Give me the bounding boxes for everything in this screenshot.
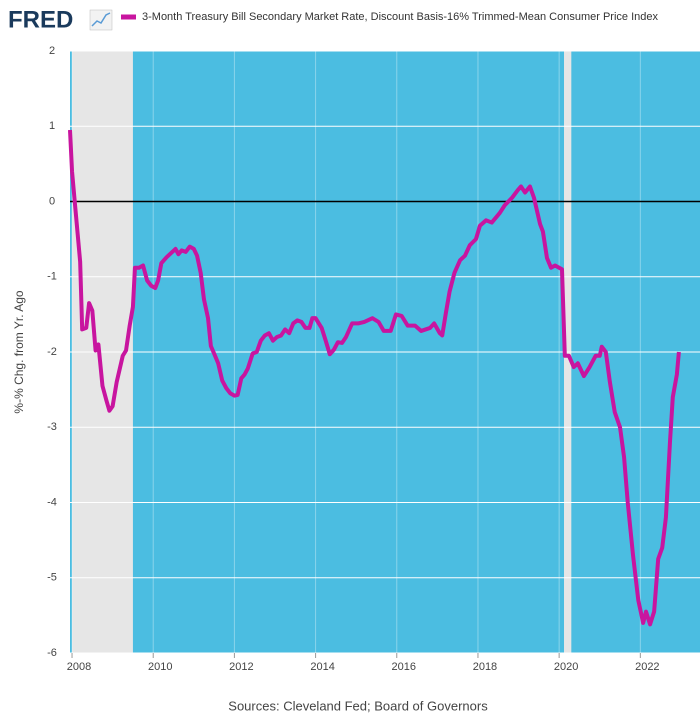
y-tick-label: -3: [47, 421, 57, 433]
y-tick-label: 0: [49, 195, 55, 207]
y-axis-label: %-% Chg. from Yr. Ago: [12, 290, 26, 413]
y-tick-label: -4: [47, 496, 57, 508]
logo: FRED: [8, 6, 113, 33]
x-tick-label: 2008: [67, 661, 91, 673]
x-tick-label: 2012: [229, 661, 253, 673]
legend-label: 3-Month Treasury Bill Secondary Market R…: [142, 11, 658, 23]
x-tick-label: 2018: [473, 661, 497, 673]
logo-icon-line: [91, 12, 111, 27]
x-tick-label: 2016: [392, 661, 416, 673]
logo-text: FRED: [8, 6, 73, 33]
legend-swatch: [121, 14, 136, 20]
y-tick-label: -1: [47, 271, 57, 283]
source-note: Sources: Cleveland Fed; Board of Governo…: [228, 698, 488, 713]
data-line: [68, 129, 681, 627]
x-tick-label: 2022: [635, 661, 659, 673]
y-tick-label: 1: [49, 120, 55, 132]
x-tick-label: 2014: [310, 661, 334, 673]
y-tick-label: -5: [47, 572, 57, 584]
y-tick-label: 2: [49, 45, 55, 57]
y-tick-label: -6: [47, 647, 57, 659]
x-tick-label: 2010: [148, 661, 172, 673]
x-tick-label: 2020: [554, 661, 578, 673]
y-tick-label: -2: [47, 346, 57, 358]
